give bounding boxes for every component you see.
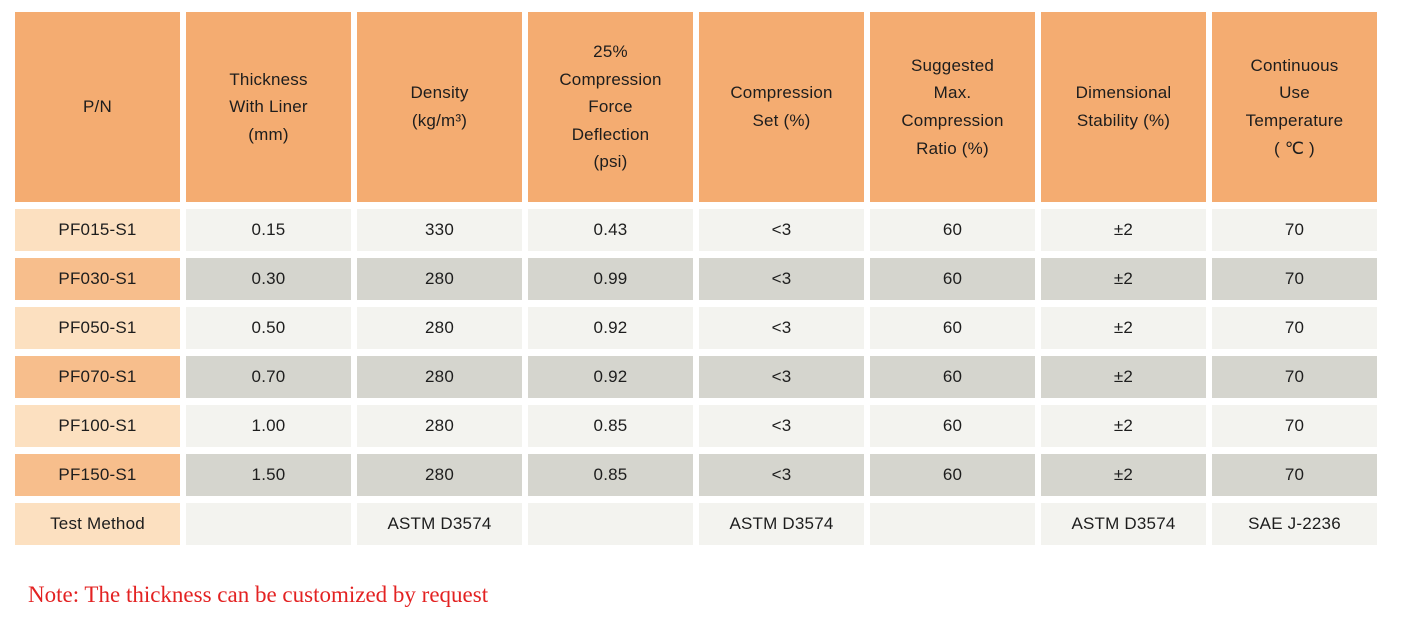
table-cell: 60	[870, 356, 1035, 398]
table-cell: 0.30	[186, 258, 351, 300]
table-cell: 60	[870, 209, 1035, 251]
column-header-continuous-use-temperature: Continuous Use Temperature ( ℃ )	[1212, 12, 1377, 202]
table-cell: 60	[870, 307, 1035, 349]
row-pn-test-method: Test Method	[15, 503, 180, 545]
table-cell: 60	[870, 454, 1035, 496]
table-cell: 280	[357, 405, 522, 447]
table-cell: ASTM D3574	[1041, 503, 1206, 545]
table-cell: 70	[1212, 405, 1377, 447]
table-cell: 280	[357, 356, 522, 398]
table-cell: <3	[699, 209, 864, 251]
table-cell: ±2	[1041, 258, 1206, 300]
table-cell: ±2	[1041, 405, 1206, 447]
table-cell: ASTM D3574	[699, 503, 864, 545]
row-pn: PF100-S1	[15, 405, 180, 447]
spec-table: P/N Thickness With Liner (mm) Density (k…	[15, 12, 1377, 545]
table-cell: 0.50	[186, 307, 351, 349]
table-cell: 0.92	[528, 307, 693, 349]
table-cell: 0.92	[528, 356, 693, 398]
row-pn: PF070-S1	[15, 356, 180, 398]
table-cell: 0.15	[186, 209, 351, 251]
column-header-thickness: Thickness With Liner (mm)	[186, 12, 351, 202]
row-pn: PF030-S1	[15, 258, 180, 300]
table-cell: 1.50	[186, 454, 351, 496]
table-cell: <3	[699, 356, 864, 398]
note-text: Note: The thickness can be customized by…	[28, 582, 489, 607]
table-cell: 1.00	[186, 405, 351, 447]
table-cell: <3	[699, 405, 864, 447]
table-cell: 280	[357, 258, 522, 300]
table-cell: SAE J-2236	[1212, 503, 1377, 545]
table-cell: ±2	[1041, 209, 1206, 251]
table-cell: 70	[1212, 258, 1377, 300]
table-cell	[528, 503, 693, 545]
column-header-compression-force-deflection: 25% Compression Force Deflection (psi)	[528, 12, 693, 202]
table-cell: ±2	[1041, 356, 1206, 398]
table-cell: 70	[1212, 209, 1377, 251]
row-pn: PF015-S1	[15, 209, 180, 251]
table-cell: ±2	[1041, 307, 1206, 349]
table-cell: 0.85	[528, 405, 693, 447]
table-cell: 60	[870, 405, 1035, 447]
column-header-density: Density (kg/m³)	[357, 12, 522, 202]
table-cell: 60	[870, 258, 1035, 300]
table-cell	[870, 503, 1035, 545]
table-cell: <3	[699, 307, 864, 349]
table-cell: 0.99	[528, 258, 693, 300]
table-cell: 0.70	[186, 356, 351, 398]
column-header-compression-set: Compression Set (%)	[699, 12, 864, 202]
table-cell: 70	[1212, 454, 1377, 496]
row-pn: PF150-S1	[15, 454, 180, 496]
table-cell: <3	[699, 258, 864, 300]
table-cell: 280	[357, 454, 522, 496]
table-cell: 330	[357, 209, 522, 251]
table-cell: 70	[1212, 356, 1377, 398]
row-pn: PF050-S1	[15, 307, 180, 349]
table-cell: ±2	[1041, 454, 1206, 496]
table-cell: 0.85	[528, 454, 693, 496]
column-header-pn: P/N	[15, 12, 180, 202]
table-cell: 280	[357, 307, 522, 349]
column-header-dimensional-stability: Dimensional Stability (%)	[1041, 12, 1206, 202]
table-cell: 0.43	[528, 209, 693, 251]
table-cell: 70	[1212, 307, 1377, 349]
table-cell: <3	[699, 454, 864, 496]
table-cell	[186, 503, 351, 545]
column-header-max-compression-ratio: Suggested Max. Compression Ratio (%)	[870, 12, 1035, 202]
table-cell: ASTM D3574	[357, 503, 522, 545]
